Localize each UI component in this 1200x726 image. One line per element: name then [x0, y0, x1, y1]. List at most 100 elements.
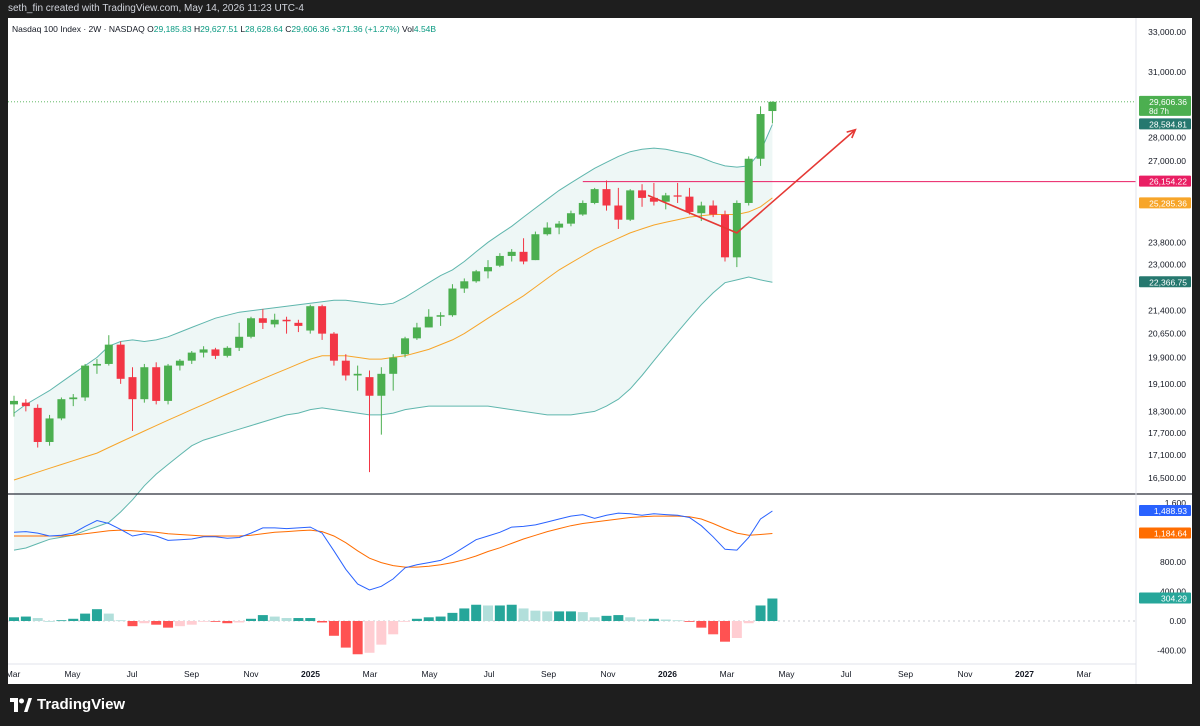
macd-tick-label: 0.00 — [1169, 616, 1186, 626]
candle-body — [116, 344, 125, 379]
price-tag-background — [1139, 276, 1191, 288]
macd-tag-background — [1139, 527, 1191, 539]
candle-body — [10, 400, 18, 405]
drawings — [647, 128, 857, 234]
bollinger-bands — [13, 124, 773, 551]
macd-histogram-bar — [731, 621, 742, 638]
candle-body — [223, 347, 232, 356]
candle — [175, 359, 184, 371]
macd-histogram-bar — [364, 621, 375, 653]
candle — [602, 180, 611, 211]
candle — [92, 359, 101, 374]
price-tag-background — [1139, 118, 1191, 130]
macd-histogram-bar — [246, 618, 256, 621]
candle — [531, 231, 540, 261]
candle-body — [602, 189, 611, 206]
macd-histogram-bar — [447, 612, 458, 621]
time-tick-label: May — [64, 669, 81, 679]
candle — [81, 363, 90, 401]
macd-histogram-bar — [210, 621, 221, 622]
time-tick-label: May — [421, 669, 438, 679]
candle-body — [768, 101, 777, 112]
candle-body — [507, 251, 516, 256]
macd-tag-background — [1139, 592, 1191, 604]
price-tag-text: 28,584.81 — [1149, 119, 1187, 129]
candle — [318, 304, 327, 340]
candle-body — [21, 402, 30, 407]
price-tag-background — [1139, 175, 1191, 187]
candle-body — [555, 223, 564, 228]
candle-body — [626, 190, 635, 220]
price-tag-text: 25,285.36 — [1149, 198, 1187, 208]
price-tick-label: 33,000.00 — [1148, 27, 1186, 37]
candle — [341, 354, 350, 381]
macd-histogram-bar — [435, 616, 446, 621]
macd-histogram-bar — [684, 621, 695, 622]
candle — [756, 106, 765, 166]
macd-tick-label: 800.00 — [1160, 557, 1186, 567]
price-tag-text: 29,606.36 — [1149, 97, 1187, 107]
macd-histogram-bar — [293, 618, 304, 621]
macd-histogram-bar — [56, 620, 67, 622]
chart-frame[interactable]: 33,000.00 31,000.00 28,000.00 27,000.00 23,8… — [8, 18, 1192, 684]
candle — [638, 184, 647, 207]
candle — [721, 210, 729, 262]
macd-histogram-bar — [577, 612, 588, 621]
candle-body — [152, 367, 161, 401]
candle — [247, 316, 255, 339]
candle-body — [472, 271, 481, 282]
candle — [495, 253, 504, 268]
candle-body — [484, 267, 492, 272]
time-tick-label: Mar — [720, 669, 735, 679]
candle-body — [566, 213, 575, 224]
time-tick-label: Sep — [184, 669, 199, 679]
tradingview-logo[interactable]: TradingView — [10, 696, 125, 713]
candle — [484, 260, 492, 279]
price-tick-label: 16,500.00 — [1148, 473, 1186, 483]
candle — [519, 238, 528, 265]
candle — [377, 367, 386, 435]
candle — [10, 395, 18, 417]
candle-body — [294, 322, 303, 326]
candle-body — [33, 407, 42, 442]
candle-body — [235, 336, 244, 348]
macd-histogram-bar — [257, 615, 268, 621]
candle — [436, 312, 445, 326]
price-tag: 28,584.81 — [1139, 118, 1191, 130]
macd-histogram-bar — [708, 621, 719, 635]
price-tick-label: 20,650.00 — [1148, 329, 1186, 339]
candle — [507, 249, 516, 262]
candle — [116, 341, 125, 384]
candle — [424, 309, 433, 328]
candle — [294, 319, 303, 333]
macd-histogram-bar — [139, 621, 150, 624]
candle-body — [365, 377, 374, 396]
price-tag-background — [1139, 197, 1191, 209]
macd-histogram-bar — [103, 613, 114, 621]
axes: 33,000.00 31,000.00 28,000.00 27,000.00 23,8… — [8, 27, 1191, 679]
time-tick-label: Nov — [957, 669, 973, 679]
macd-histogram-bar — [234, 621, 245, 623]
macd-histogram-bar — [151, 621, 162, 625]
candle — [412, 322, 421, 340]
price-tag: 26,154.22 — [1139, 175, 1191, 187]
time-tick-label: Mar — [363, 669, 378, 679]
price-chart[interactable]: 33,000.00 31,000.00 28,000.00 27,000.00 23,8… — [8, 18, 1192, 684]
candle-body — [697, 205, 706, 214]
candle-body — [389, 357, 398, 374]
macd-histogram-bar — [376, 621, 387, 645]
price-tick-label: 28,000.00 — [1148, 133, 1186, 143]
candle — [661, 192, 670, 210]
legend-change: +371.36 (+1.27%) — [331, 24, 400, 34]
macd-histogram-bar — [423, 617, 434, 621]
chart-credit-bar: seth_fin created with TradingView.com, M… — [0, 0, 1200, 18]
time-tick-label: 2025 — [301, 669, 320, 679]
candle — [140, 363, 149, 403]
candle-body — [258, 318, 267, 323]
legend-volume: 4.54B — [413, 24, 437, 34]
chart-guides — [8, 18, 1192, 684]
legend-open-label: O — [147, 24, 154, 34]
macd-histogram-bar — [625, 617, 636, 621]
legend-volume-label: Vol — [402, 24, 414, 34]
candle-body — [519, 251, 528, 262]
